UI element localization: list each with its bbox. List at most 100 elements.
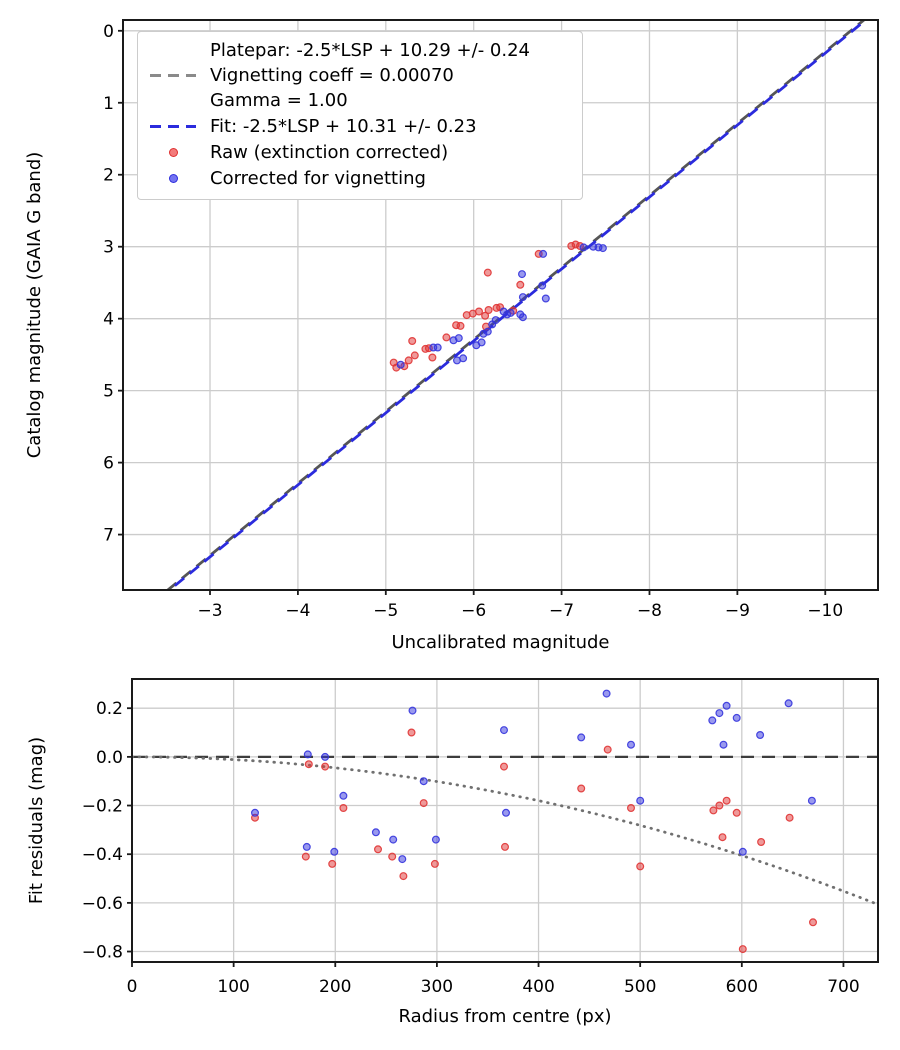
corrected-point bbox=[506, 308, 515, 317]
x-tick-label: −9 bbox=[725, 601, 750, 621]
corrected-point bbox=[539, 249, 548, 258]
corrected-point bbox=[491, 316, 500, 325]
corrected-point bbox=[738, 847, 747, 856]
corrected-point bbox=[538, 281, 547, 290]
legend-label-raw: Raw (extinction corrected) bbox=[210, 142, 449, 163]
corrected-point bbox=[719, 740, 728, 749]
raw-point bbox=[339, 803, 348, 812]
y-tick-label: −0.8 bbox=[82, 943, 123, 963]
legend-line-platepar: Platepar: -2.5*LSP + 10.29 +/- 0.24 bbox=[210, 40, 530, 61]
y-tick-label: −0.6 bbox=[82, 894, 123, 914]
fit-line bbox=[167, 20, 868, 590]
legend-item-fit: Fit: -2.5*LSP + 10.31 +/- 0.23 bbox=[148, 114, 574, 139]
y-tick-label: 4 bbox=[103, 310, 114, 330]
x-tick-label: −3 bbox=[197, 601, 222, 621]
x-tick-label: −10 bbox=[807, 601, 843, 621]
raw-point bbox=[388, 852, 397, 861]
y-tick-label: 1 bbox=[103, 94, 114, 114]
y-tick-label: −0.2 bbox=[82, 797, 123, 817]
x-tick-label: 300 bbox=[421, 977, 453, 997]
x-tick-label: 400 bbox=[522, 977, 554, 997]
raw-point bbox=[328, 859, 337, 868]
x-tick-label: −7 bbox=[549, 601, 574, 621]
x-tick-label: −4 bbox=[285, 601, 310, 621]
raw-point bbox=[481, 311, 490, 320]
raw-point bbox=[738, 945, 747, 954]
y-tick-label: 0.0 bbox=[96, 748, 123, 768]
x-axis: 0 100 200 300 400 500 600 700 bbox=[127, 962, 860, 997]
y-axis: 0.2 0.0 −0.2 −0.4 −0.6 −0.8 bbox=[82, 699, 132, 963]
raw-point bbox=[722, 796, 731, 805]
corrected-point bbox=[321, 752, 330, 761]
y-tick-label: 2 bbox=[103, 166, 114, 186]
corrected-point bbox=[330, 847, 339, 856]
y-axis-label: Fit residuals (mag) bbox=[26, 737, 47, 904]
raw-point bbox=[636, 862, 645, 871]
blue-dashed-line-icon bbox=[150, 124, 196, 129]
corrected-point bbox=[477, 338, 486, 347]
x-tick-label: 500 bbox=[624, 977, 656, 997]
corrected-point bbox=[302, 842, 311, 851]
raw-point bbox=[399, 872, 408, 881]
axes-frame bbox=[131, 678, 879, 963]
x-tick-label: 700 bbox=[827, 977, 859, 997]
y-tick-label: −0.4 bbox=[82, 845, 123, 865]
raw-point bbox=[456, 321, 465, 330]
raw-point bbox=[475, 307, 484, 316]
legend-label-fit: Fit: -2.5*LSP + 10.31 +/- 0.23 bbox=[210, 116, 477, 137]
axes-frame bbox=[122, 19, 879, 591]
plot-fit-residuals-vs-radius: 0 100 200 300 400 500 600 700 0.2 0.0 −0.2 −0.4 −0.6… bbox=[26, 678, 879, 1027]
raw-point bbox=[404, 356, 413, 365]
corrected-point bbox=[636, 796, 645, 805]
raw-point bbox=[428, 353, 437, 362]
x-axis-label: Radius from centre (px) bbox=[398, 1006, 611, 1027]
raw-point bbox=[430, 859, 439, 868]
corrected-point bbox=[251, 808, 260, 817]
x-tick-label: −6 bbox=[461, 601, 486, 621]
plot-photometric-calibration-fit: −3 −4 −5 −6 −7 −8 −9 −10 0 1 2 3 4 5 6 7 Uncalibrated ma… bbox=[24, 19, 879, 653]
y-tick-label: 3 bbox=[103, 238, 114, 258]
corrected-point bbox=[732, 713, 741, 722]
raw-point bbox=[626, 803, 635, 812]
corrected-point bbox=[303, 750, 312, 759]
grid bbox=[131, 679, 878, 962]
corrected-point bbox=[371, 828, 380, 837]
x-axis: −3 −4 −5 −6 −7 −8 −9 −10 bbox=[197, 590, 843, 621]
y-tick-label: 0.2 bbox=[96, 699, 123, 719]
corrected-point bbox=[431, 835, 440, 844]
raw-point bbox=[410, 351, 419, 360]
y-tick-label: 5 bbox=[103, 382, 114, 402]
x-tick-label: 100 bbox=[217, 977, 249, 997]
raw-point bbox=[718, 833, 727, 842]
y-tick-label: 0 bbox=[103, 22, 114, 42]
corrected-point bbox=[396, 360, 405, 369]
corrected-point bbox=[433, 343, 442, 352]
vignetting-curve bbox=[132, 755, 878, 906]
corrected-point bbox=[454, 334, 463, 343]
legend-item-corrected: Corrected for vignetting bbox=[148, 166, 574, 191]
red-dot-icon bbox=[150, 148, 196, 157]
corrected-point bbox=[541, 294, 550, 303]
legend-label-platepar: Platepar: -2.5*LSP + 10.29 +/- 0.24 Vign… bbox=[210, 38, 530, 113]
raw-point bbox=[321, 762, 330, 771]
corrected-point bbox=[577, 733, 586, 742]
y-tick-label: 7 bbox=[103, 526, 114, 546]
blue-dot-icon bbox=[150, 174, 196, 183]
raw-point bbox=[374, 845, 383, 854]
corrected-point bbox=[715, 709, 724, 718]
raw-point bbox=[301, 852, 310, 861]
raw-point bbox=[419, 799, 428, 808]
corrected-point bbox=[598, 244, 607, 253]
corrected-point bbox=[517, 270, 526, 279]
y-axis-label: Catalog magnitude (GAIA G band) bbox=[24, 152, 45, 459]
raw-points bbox=[251, 728, 817, 954]
x-tick-label: −8 bbox=[637, 601, 662, 621]
corrected-point bbox=[518, 293, 527, 302]
legend-line-gamma: Gamma = 1.00 bbox=[210, 90, 348, 111]
corrected-point bbox=[756, 730, 765, 739]
corrected-point bbox=[398, 855, 407, 864]
raw-point bbox=[484, 306, 493, 315]
corrected-point bbox=[502, 808, 511, 817]
